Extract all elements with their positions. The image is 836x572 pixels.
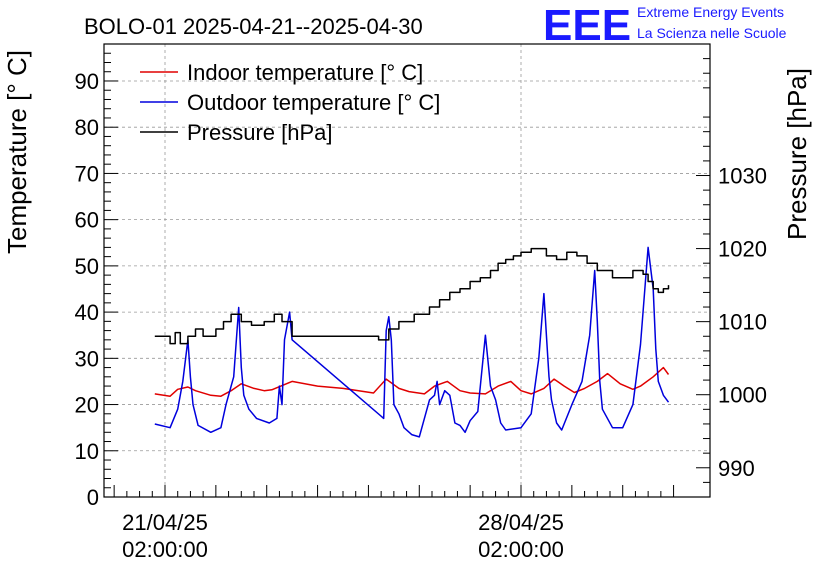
eee-logo-line1: Extreme Energy Events — [637, 4, 784, 20]
y-tick-label: 80 — [75, 115, 99, 140]
legend-label: Outdoor temperature [° C] — [187, 90, 440, 115]
legend-label: Indoor temperature [° C] — [187, 60, 423, 85]
grid — [104, 44, 710, 497]
x-tick-label-date: 21/04/25 — [122, 510, 208, 535]
y-tick-label: 20 — [75, 393, 99, 418]
y2-tick-label: 990 — [718, 456, 755, 481]
series-lines — [154, 246, 670, 438]
chart-title: BOLO-01 2025-04-21--2025-04-30 — [84, 14, 423, 39]
y-tick-label: 0 — [87, 485, 99, 510]
y-tick-label: 60 — [75, 208, 99, 233]
y-tick-label: 90 — [75, 69, 99, 94]
legend-label: Pressure [hPa] — [187, 120, 333, 145]
y2-tick-label: 1010 — [718, 310, 767, 335]
x-tick-label-time: 02:00:00 — [122, 537, 208, 562]
y-tick-label: 40 — [75, 300, 99, 325]
x-tick-label-time: 02:00:00 — [478, 537, 564, 562]
y-axis-label: Temperature [° C] — [2, 50, 32, 254]
y2-tick-label: 1020 — [718, 237, 767, 262]
y-tick-label: 30 — [75, 346, 99, 371]
legend: Indoor temperature [° C] Outdoor temperat… — [140, 60, 440, 145]
series-line-2 — [154, 247, 670, 345]
y-axis-ticks: 0 10 20 30 40 50 60 70 80 90 — [75, 52, 118, 510]
y-tick-label: 50 — [75, 254, 99, 279]
eee-logo-line2: La Scienza nelle Scuole — [637, 25, 787, 41]
y-tick-label: 10 — [75, 439, 99, 464]
x-tick-label-date: 28/04/25 — [478, 510, 564, 535]
y-tick-label: 70 — [75, 161, 99, 186]
y2-axis-ticks: 990 1000 1010 1020 1030 — [696, 58, 767, 483]
y2-axis-label: Pressure [hPa] — [782, 68, 812, 240]
eee-logo-mark: EEE — [543, 1, 631, 50]
y2-tick-label: 1030 — [718, 164, 767, 189]
y2-tick-label: 1000 — [718, 383, 767, 408]
series-line-1 — [154, 246, 670, 438]
eee-logo: EEE Extreme Energy Events La Scienza nel… — [543, 1, 787, 50]
